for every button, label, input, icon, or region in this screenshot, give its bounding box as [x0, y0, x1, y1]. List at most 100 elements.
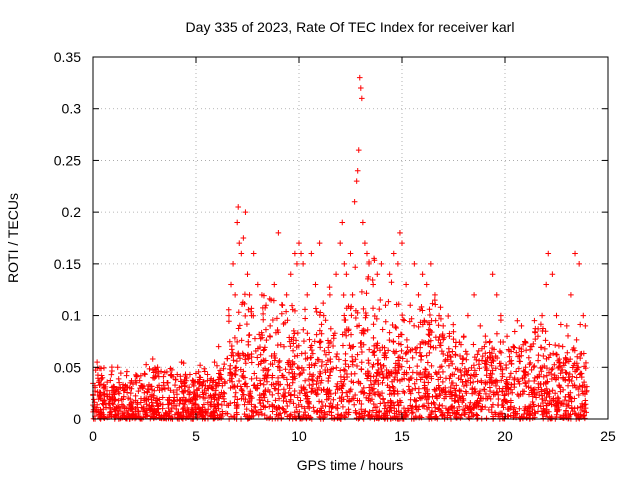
data-point-baseline [154, 403, 161, 410]
data-point [461, 333, 467, 340]
data-point-baseline [422, 393, 429, 399]
data-point-baseline [524, 405, 531, 412]
data-point-baseline [366, 409, 373, 415]
data-point-baseline [407, 388, 413, 395]
data-point-baseline [439, 332, 446, 339]
data-point-baseline [483, 339, 489, 345]
data-point [364, 250, 370, 257]
data-point-baseline [562, 394, 569, 400]
data-point-baseline [414, 363, 421, 369]
data-point-baseline [575, 411, 582, 418]
data-point-baseline [192, 395, 198, 402]
data-point-baseline [456, 339, 463, 345]
data-point-baseline [387, 387, 393, 394]
data-point-baseline [345, 363, 352, 370]
data-point-baseline [353, 415, 360, 421]
data-point-baseline [302, 412, 308, 418]
data-point-baseline [446, 363, 452, 369]
data-point-baseline [289, 302, 295, 309]
data-point-baseline [527, 360, 534, 366]
data-point-baseline [370, 407, 376, 414]
data-point [397, 230, 403, 236]
data-point-baseline [374, 404, 380, 410]
data-point-baseline [338, 385, 345, 392]
data-point-baseline [277, 381, 284, 388]
data-point-baseline [443, 405, 449, 411]
data-point-baseline [399, 363, 405, 370]
data-point-baseline [532, 386, 538, 393]
data-point-baseline [143, 401, 150, 408]
data-point-baseline [318, 399, 325, 405]
data-point-baseline [452, 397, 459, 404]
data-point-baseline [579, 374, 585, 380]
data-point-baseline [326, 340, 332, 347]
data-point-baseline [121, 409, 127, 415]
data-point-baseline [417, 306, 423, 313]
data-point [298, 250, 304, 257]
data-point [568, 292, 574, 298]
data-point-baseline [244, 321, 250, 327]
data-point [572, 250, 578, 257]
data-point-baseline [148, 413, 154, 419]
data-point-baseline [358, 339, 365, 346]
data-point-baseline [456, 403, 462, 410]
data-point-baseline [460, 406, 466, 413]
data-point-baseline [341, 366, 347, 373]
data-point-baseline [418, 353, 425, 360]
data-point-baseline [511, 344, 518, 351]
data-point-baseline [381, 352, 387, 358]
data-point-baseline [580, 413, 587, 419]
data-point-baseline [124, 410, 131, 417]
data-point-baseline [248, 407, 255, 414]
data-point-baseline [212, 392, 219, 398]
data-point-baseline [486, 407, 492, 413]
data-point-baseline [224, 402, 230, 408]
data-point-baseline [130, 381, 136, 387]
data-point-baseline [235, 325, 242, 332]
data-point [498, 312, 504, 319]
data-point-baseline [465, 405, 471, 412]
x-tick-label: 25 [600, 428, 616, 444]
data-point-baseline [367, 377, 374, 384]
data-point [343, 271, 350, 277]
data-point-baseline [227, 377, 233, 384]
data-point-baseline [532, 329, 538, 335]
data-point-baseline [479, 406, 485, 413]
data-point-baseline [252, 335, 258, 342]
data-point-baseline [504, 381, 511, 388]
data-point-baseline [127, 390, 134, 396]
data-point-baseline [334, 351, 340, 357]
data-point-baseline [109, 368, 115, 374]
data-point-baseline [516, 358, 523, 365]
data-point [407, 302, 414, 309]
data-point-baseline [456, 394, 463, 400]
data-point-baseline [173, 402, 179, 409]
data-point-baseline [461, 383, 467, 389]
data-point-baseline [315, 357, 322, 363]
data-point-baseline [508, 370, 514, 377]
data-point-baseline [257, 380, 264, 387]
data-point-baseline [449, 361, 456, 367]
data-point-baseline [474, 378, 481, 385]
data-point-baseline [340, 396, 347, 403]
data-point-baseline [308, 388, 315, 395]
data-point-baseline [259, 411, 265, 417]
data-point-baseline [558, 321, 564, 328]
data-point-baseline [413, 376, 420, 383]
data-point-baseline [369, 386, 376, 393]
data-point-baseline [414, 344, 420, 351]
data-point [339, 219, 346, 226]
data-point-baseline [494, 379, 501, 385]
data-point-baseline [563, 407, 569, 414]
data-point-baseline [536, 373, 542, 380]
data-point-baseline [342, 329, 348, 335]
data-point-baseline [487, 377, 494, 383]
data-point-baseline [290, 328, 297, 334]
data-point-baseline [209, 413, 215, 420]
data-point-baseline [407, 396, 414, 403]
data-point-baseline [135, 408, 142, 414]
data-point-baseline [483, 372, 490, 379]
data-point-baseline [268, 297, 274, 303]
data-point-baseline [248, 376, 255, 382]
data-point-baseline [254, 382, 261, 389]
